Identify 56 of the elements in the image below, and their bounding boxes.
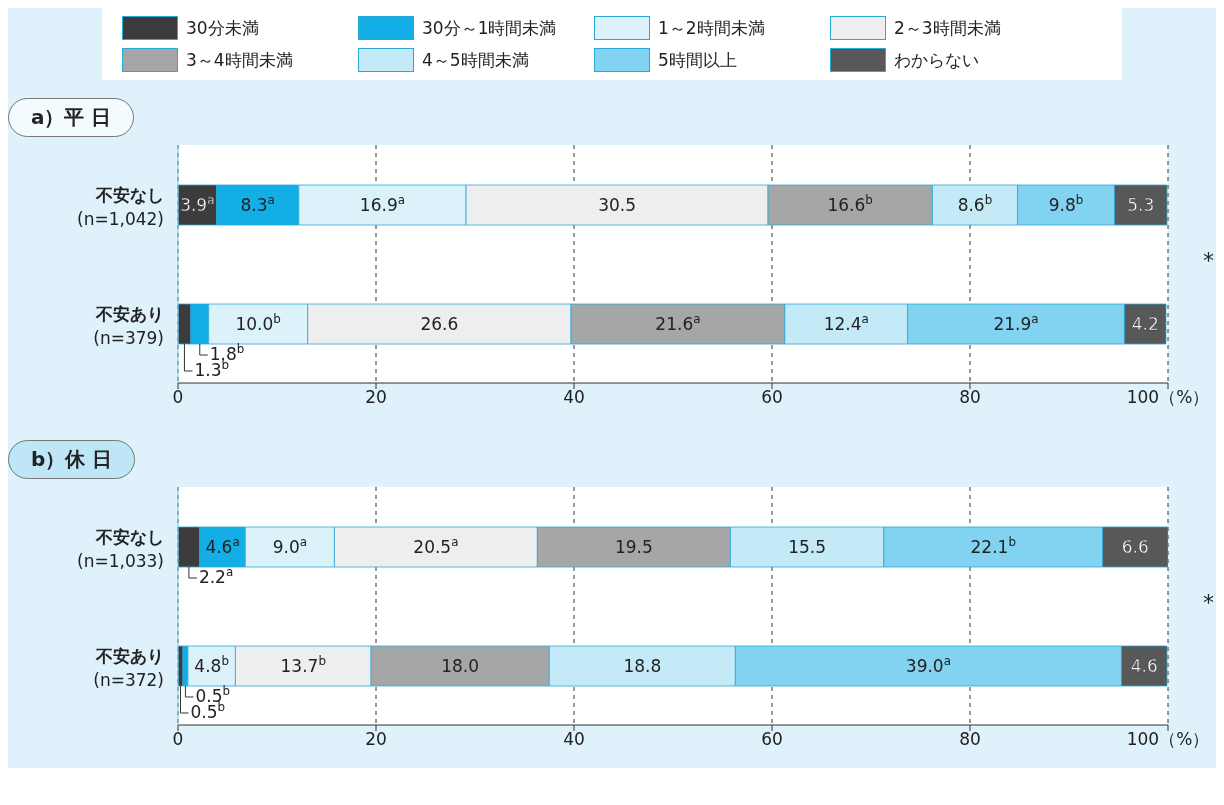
legend-label: 2～3時間未満 <box>893 16 1002 40</box>
data-label: 22.1$^{b}$ <box>970 535 1016 557</box>
chart-title: b）休 日 <box>8 440 136 479</box>
legend-label: 3～4時間未満 <box>185 48 294 72</box>
chart-title: a）平 日 <box>8 98 135 137</box>
data-label: 10.0$^{b}$ <box>235 312 281 334</box>
data-label: 4.2 <box>1131 314 1159 334</box>
data-label: 12.4$^{a}$ <box>823 312 869 334</box>
x-tick-label: 80 <box>959 387 981 408</box>
data-label: 8.6$^{b}$ <box>957 193 993 215</box>
y-tick-label: 不安なし (n=1,042) <box>77 184 164 229</box>
legend-label: 30分～1時間未満 <box>421 16 558 40</box>
data-label: 18.8 <box>623 656 662 676</box>
data-label: 9.8$^{b}$ <box>1048 193 1084 215</box>
x-tick-label: 100（%） <box>1126 729 1210 750</box>
data-label: 15.5 <box>788 537 827 557</box>
y-tick-label: 不安あり (n=372) <box>93 645 164 690</box>
x-tick-label: 80 <box>959 729 981 750</box>
data-label: 16.9$^{a}$ <box>359 193 406 215</box>
y-tick-label: 不安なし (n=1,033) <box>77 526 164 571</box>
data-label: 20.5$^{a}$ <box>413 535 459 557</box>
x-tick-label: 40 <box>563 729 585 750</box>
data-label: 5.3 <box>1127 195 1155 215</box>
data-label: 19.5 <box>614 537 653 557</box>
data-label: 21.9$^{a}$ <box>993 312 1039 334</box>
data-label: 2.2$^{a}$ <box>198 565 234 587</box>
text: * <box>1203 248 1214 273</box>
data-label: 4.8$^{b}$ <box>194 654 229 676</box>
data-label: 8.3$^{a}$ <box>240 193 275 215</box>
data-label: 18.0 <box>441 656 480 676</box>
x-tick-label: 60 <box>761 387 783 408</box>
x-tick-label: 40 <box>563 387 585 408</box>
data-label: 3.9$^{a}$ <box>180 193 215 215</box>
data-label: 9.0$^{a}$ <box>272 535 308 557</box>
data-label: 21.6$^{a}$ <box>655 312 701 334</box>
data-label: 30.5 <box>598 195 636 215</box>
x-tick-label: 100（%） <box>1126 387 1210 408</box>
y-tick-label: 不安あり (n=379) <box>93 303 164 348</box>
legend-label: 30分未満 <box>185 16 260 40</box>
legend-label: 1～2時間未満 <box>657 16 766 40</box>
text: * <box>1203 590 1214 615</box>
data-label: 6.6 <box>1121 537 1149 557</box>
x-tick-label: 20 <box>365 387 387 408</box>
x-tick-label: 60 <box>761 729 783 750</box>
legend-label: わからない <box>893 48 980 72</box>
x-tick-label: 20 <box>365 729 387 750</box>
x-tick-label: 0 <box>172 729 184 750</box>
data-label: 39.0$^{a}$ <box>905 654 951 676</box>
data-label: 4.6 <box>1130 656 1158 676</box>
data-label: 16.6$^{b}$ <box>827 193 873 215</box>
data-label: 26.6 <box>420 314 459 334</box>
legend-label: 4～5時間未満 <box>421 48 530 72</box>
legend-label: 5時間以上 <box>657 48 738 72</box>
data-label: 4.6$^{a}$ <box>205 535 240 557</box>
x-tick-label: 0 <box>172 387 184 408</box>
data-label: 13.7$^{b}$ <box>280 654 326 676</box>
